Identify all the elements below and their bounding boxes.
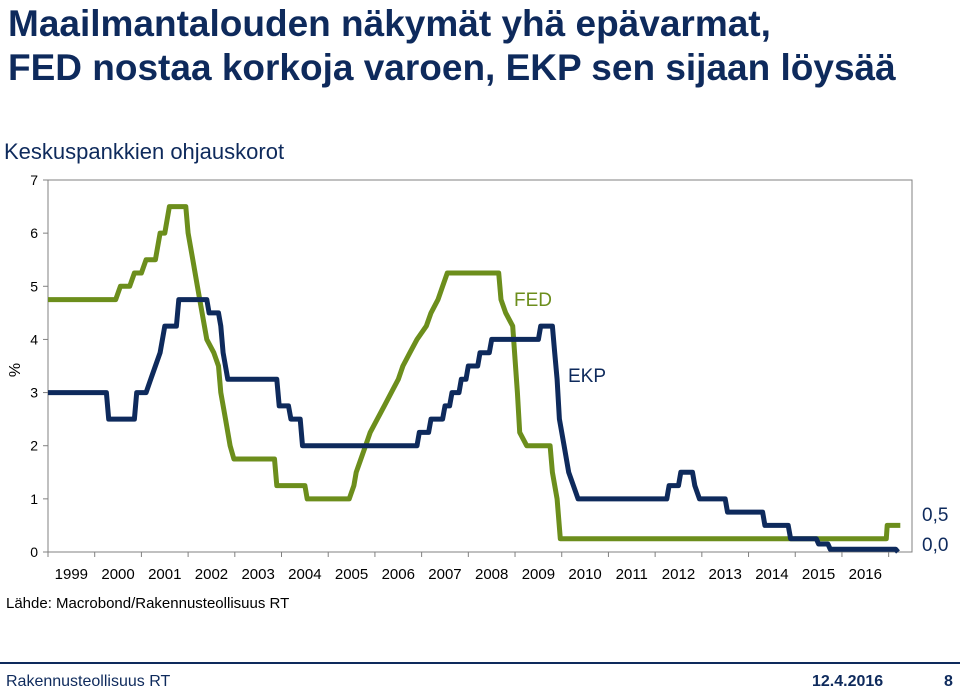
x-tick-label: 2007 [428,566,461,583]
y-tick-label: 1 [30,491,38,507]
page-number: 8 [944,673,953,690]
y-tick-label: 2 [30,438,38,454]
title-line-2: FED nostaa korkoja varoen, EKP sen sijaa… [8,47,896,88]
x-tick-label: 2009 [522,566,555,583]
x-tick-label: 2012 [662,566,695,583]
x-tick-label: 2016 [849,566,882,583]
x-tick-label: 2001 [148,566,181,583]
y-tick-label: 3 [30,385,38,401]
series-line-ekp [48,297,900,554]
rate-chart: 0 1 2 3 4 5 6 7 1999 2000 2001 2002 2003 2004 2005 2006… [7,172,948,583]
title-line-1: Maailmantalouden näkymät yhä epävarmat, [8,3,771,44]
y-tick-label: 4 [30,331,38,347]
y-axis-label: % [7,363,24,377]
x-tick-label: 2011 [616,566,648,583]
plot-frame [47,179,913,553]
end-label-ekp: 0,0 [922,535,948,556]
x-tick-label: 2015 [802,566,835,583]
y-tick-label: 5 [30,278,38,294]
x-tick-label: 2004 [288,566,321,583]
footer-divider [0,662,960,664]
x-tick-label: 2002 [195,566,228,583]
series-line-fed [48,204,901,542]
end-label-fed: 0,5 [922,505,948,526]
chart-subtitle: Keskuspankkien ohjauskorot [4,139,285,164]
x-tick-label: 2010 [568,566,601,583]
y-tick-label: 7 [30,172,38,188]
footer-organization: Rakennusteollisuus RT [6,673,171,690]
series-label-fed: FED [514,290,552,311]
x-tick-label: 2014 [755,566,788,583]
x-tick-label: 2000 [101,566,134,583]
x-tick-label: 2013 [709,566,742,583]
x-tick-label: 2008 [475,566,508,583]
series-label-ekp: EKP [568,366,606,387]
source-note: Lähde: Macrobond/Rakennusteollisuus RT [6,595,290,612]
y-tick-label: 0 [30,544,38,560]
x-tick-label: 1999 [55,566,88,583]
x-tick-label: 2006 [382,566,415,583]
page-title: Maailmantalouden näkymät yhä epävarmat, … [8,2,896,90]
x-tick-label: 2003 [241,566,274,583]
footer-date: 12.4.2016 [812,673,884,690]
y-tick-label: 6 [30,225,38,241]
x-tick-label: 2005 [335,566,368,583]
